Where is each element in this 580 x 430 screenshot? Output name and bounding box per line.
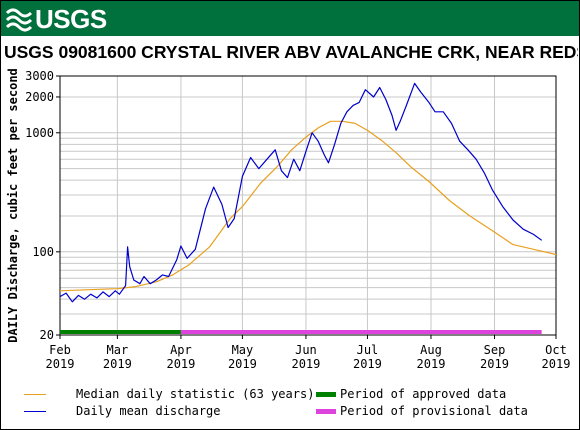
discharge-series-line <box>59 82 543 303</box>
chart-title: USGS 09081600 CRYSTAL RIVER ABV AVALANCH… <box>4 42 578 62</box>
x-tick-label-month: Aug <box>420 343 442 357</box>
legend-label-discharge: Daily mean discharge <box>76 404 221 418</box>
x-tick-label-year: 2019 <box>166 357 195 371</box>
y-tick-label: 1000 <box>25 126 54 140</box>
provisional-period-bar <box>180 330 542 334</box>
legend-swatch-discharge <box>24 411 46 412</box>
x-tick-label-year: 2019 <box>417 357 446 371</box>
x-tick-label-month: May <box>232 343 254 357</box>
usgs-banner: USGS <box>1 1 579 36</box>
legend-swatch-provisional <box>316 409 336 414</box>
x-tick-label-month: Jun <box>295 343 317 357</box>
median-series-line <box>59 120 557 292</box>
y-tick-label: 20 <box>40 328 54 342</box>
x-tick-label-month: Apr <box>170 343 192 357</box>
x-tick-label-year: 2019 <box>291 357 320 371</box>
x-tick-label-year: 2019 <box>46 357 75 371</box>
y-tick-label: 3000 <box>25 69 54 83</box>
x-tick-label-month: Oct <box>545 343 567 357</box>
legend-swatch-approved <box>316 392 336 397</box>
x-tick-label-month: Sep <box>484 343 506 357</box>
legend-label-approved: Period of approved data <box>340 387 507 401</box>
x-tick-label-year: 2019 <box>228 357 257 371</box>
x-tick-label-month: Mar <box>107 343 129 357</box>
x-tick-label-month: Jul <box>357 343 379 357</box>
usgs-wave-icon <box>5 8 33 32</box>
x-tick-label-year: 2019 <box>353 357 382 371</box>
x-tick-label-month: Feb <box>49 343 71 357</box>
plot-area <box>59 75 557 336</box>
usgs-logo-text: USGS <box>35 3 107 34</box>
x-tick-label-year: 2019 <box>103 357 132 371</box>
x-tick-label-year: 2019 <box>480 357 509 371</box>
legend-label-provisional: Period of provisional data <box>340 404 528 418</box>
legend-swatch-median <box>24 394 46 395</box>
y-tick-label: 100 <box>32 245 54 259</box>
legend-label-median: Median daily statistic (63 years) <box>76 387 315 401</box>
y-tick-label: 2000 <box>25 90 54 104</box>
y-axis-label: DAILY Discharge, cubic feet per second <box>6 68 20 343</box>
approved-period-bar <box>60 330 181 334</box>
usgs-logo[interactable]: USGS <box>5 3 107 35</box>
x-tick-label-year: 2019 <box>542 357 571 371</box>
